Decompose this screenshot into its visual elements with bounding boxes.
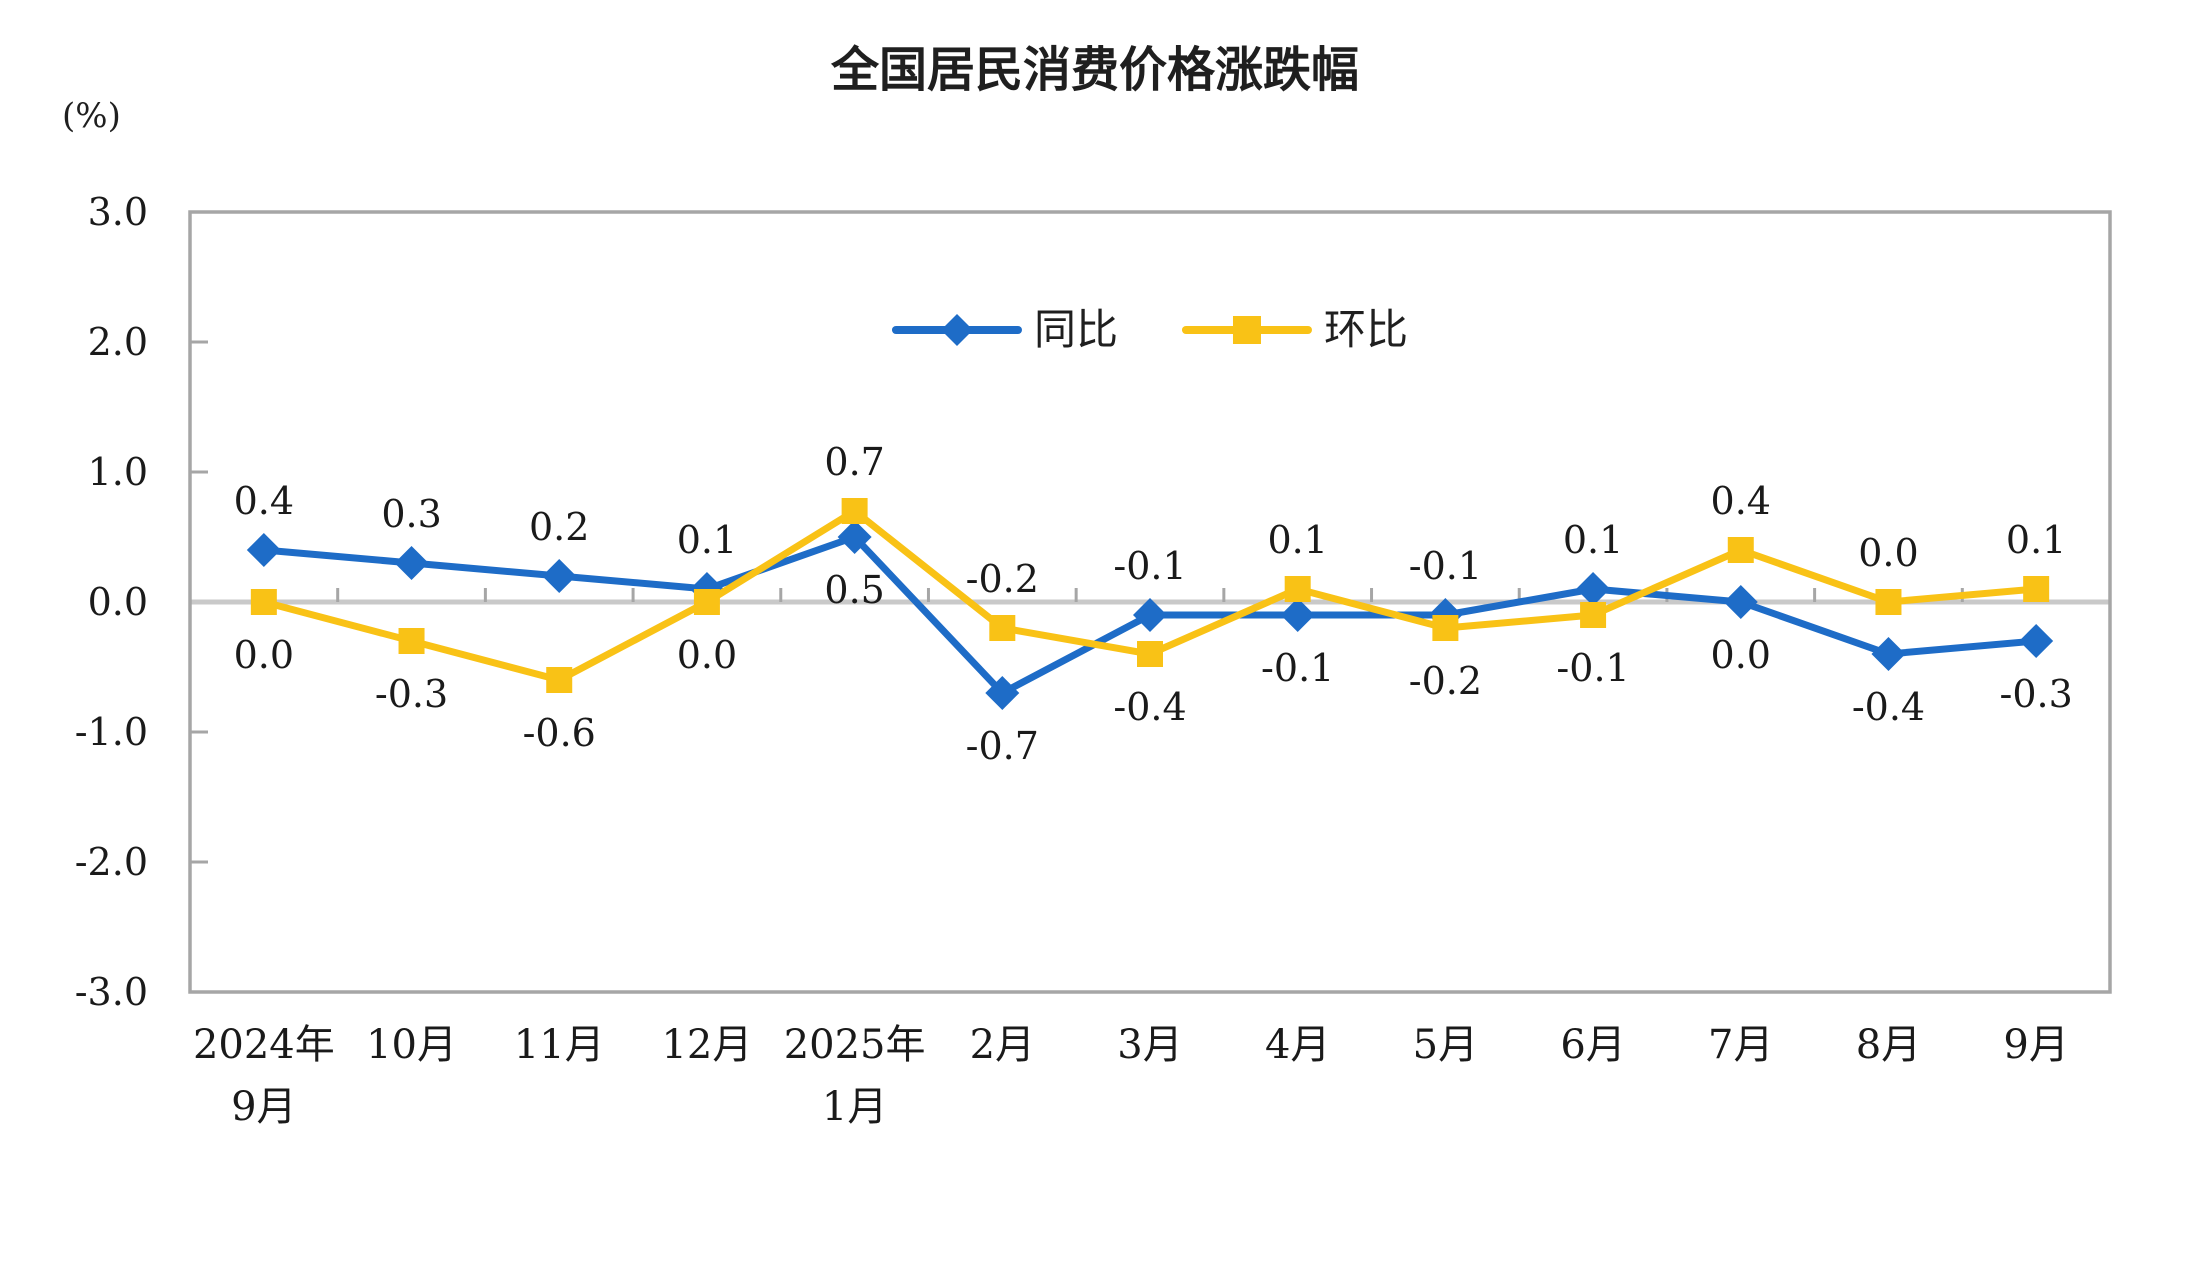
- data-label-tongbi: 0.4: [234, 479, 294, 523]
- data-label-huanbi: 0.1: [2006, 518, 2066, 562]
- x-axis-label: 2025年 1月: [784, 1022, 926, 1130]
- data-point-square-marker: [546, 667, 573, 693]
- data-point-diamond-marker: [1576, 572, 1611, 606]
- data-point-square-marker: [841, 498, 868, 524]
- legend-diamond-marker-icon: [940, 314, 973, 346]
- data-label-tongbi: -0.1: [1261, 646, 1334, 690]
- data-point-diamond-marker: [246, 533, 281, 567]
- data-point-diamond-marker: [542, 559, 577, 593]
- plot-border: [188, 210, 2112, 994]
- data-label-huanbi: -0.2: [966, 557, 1039, 601]
- data-label-huanbi: -0.1: [1556, 646, 1629, 690]
- data-label-tongbi: 0.0: [1711, 633, 1771, 677]
- data-point-square-marker: [1137, 641, 1163, 667]
- data-point-diamond-marker: [394, 546, 429, 580]
- data-label-tongbi: -0.1: [1409, 544, 1482, 588]
- data-label-huanbi: 0.0: [1858, 531, 1918, 575]
- data-label-tongbi: -0.7: [966, 724, 1039, 768]
- legend-item-huanbi: 环比: [1182, 308, 1408, 352]
- data-point-diamond-marker: [985, 676, 1020, 710]
- x-axis-label: 4月: [1265, 1022, 1330, 1068]
- data-point-square-marker: [250, 589, 277, 615]
- y-axis-tick-label: 0.0: [88, 580, 148, 624]
- data-point-diamond-marker: [837, 520, 872, 554]
- data-point-square-marker: [1580, 602, 1607, 628]
- legend-swatch-huanbi-line-square-icon: [1182, 316, 1312, 344]
- y-axis-tick-label: 1.0: [88, 450, 148, 494]
- x-axis-label: 8月: [1856, 1022, 1921, 1068]
- data-label-huanbi: -0.3: [375, 672, 448, 716]
- x-axis-label: 10月: [366, 1022, 457, 1068]
- data-label-tongbi: 0.1: [1563, 518, 1623, 562]
- legend-label-tongbi: 同比: [1033, 305, 1118, 354]
- data-label-huanbi: 0.4: [1711, 479, 1771, 523]
- x-axis-label: 2024年 9月: [193, 1022, 335, 1130]
- data-point-diamond-marker: [1133, 598, 1167, 632]
- data-label-huanbi: 0.1: [1267, 518, 1327, 562]
- data-point-diamond-marker: [1871, 637, 1906, 671]
- data-label-tongbi: 0.2: [529, 505, 589, 549]
- data-label-huanbi: 0.0: [677, 633, 737, 677]
- y-axis-tick-label: -1.0: [75, 710, 148, 754]
- x-axis-label: 5月: [1413, 1022, 1478, 1068]
- data-label-huanbi: -0.4: [1113, 685, 1186, 729]
- x-axis-label: 6月: [1560, 1022, 1625, 1068]
- x-axis-label: 12月: [661, 1022, 752, 1068]
- x-axis-label: 2月: [970, 1022, 1035, 1068]
- data-point-square-marker: [2023, 576, 2050, 602]
- data-label-huanbi: -0.2: [1409, 659, 1482, 703]
- legend-swatch-tongbi-line-diamond-icon: [891, 314, 1022, 346]
- data-point-square-marker: [1727, 537, 1754, 563]
- x-axis-label: 7月: [1708, 1022, 1773, 1068]
- legend-square-marker-icon: [1233, 316, 1261, 344]
- data-label-huanbi: -0.6: [523, 711, 596, 755]
- data-point-diamond-marker: [1280, 598, 1315, 632]
- data-point-square-marker: [1284, 576, 1311, 602]
- y-axis-tick-label: -3.0: [75, 970, 148, 1014]
- data-point-square-marker: [1875, 589, 1902, 615]
- chart-title: 全国居民消费价格涨跌幅: [830, 42, 1360, 98]
- x-axis-label: 3月: [1117, 1022, 1182, 1068]
- data-label-tongbi: -0.1: [1113, 544, 1186, 588]
- data-label-tongbi: -0.3: [2000, 672, 2073, 716]
- data-point-square-marker: [1432, 615, 1459, 641]
- y-axis-unit-label: (%): [62, 96, 121, 136]
- x-axis-label: 11月: [514, 1022, 605, 1068]
- data-point-square-marker: [989, 615, 1016, 641]
- data-label-huanbi: 0.0: [234, 633, 294, 677]
- y-axis-tick-label: -2.0: [75, 840, 148, 884]
- y-axis-tick-label: 2.0: [88, 320, 148, 364]
- series-huanbi: [250, 498, 2050, 693]
- data-label-tongbi: -0.4: [1852, 685, 1925, 729]
- data-point-diamond-marker: [2019, 624, 2054, 658]
- legend-item-tongbi: 同比: [891, 305, 1118, 354]
- y-axis-tick-label: 3.0: [88, 190, 148, 234]
- legend: 同比 环比: [891, 305, 1408, 354]
- x-axis-label: 9月: [2003, 1022, 2068, 1068]
- data-label-tongbi: 0.3: [381, 492, 441, 536]
- data-point-square-marker: [693, 589, 720, 615]
- data-label-tongbi: 0.1: [677, 518, 737, 562]
- legend-label-huanbi: 环比: [1324, 305, 1409, 354]
- data-label-huanbi: 0.7: [824, 440, 884, 484]
- data-point-square-marker: [398, 628, 425, 654]
- data-label-tongbi: 0.5: [824, 568, 884, 612]
- data-point-diamond-marker: [1723, 585, 1758, 619]
